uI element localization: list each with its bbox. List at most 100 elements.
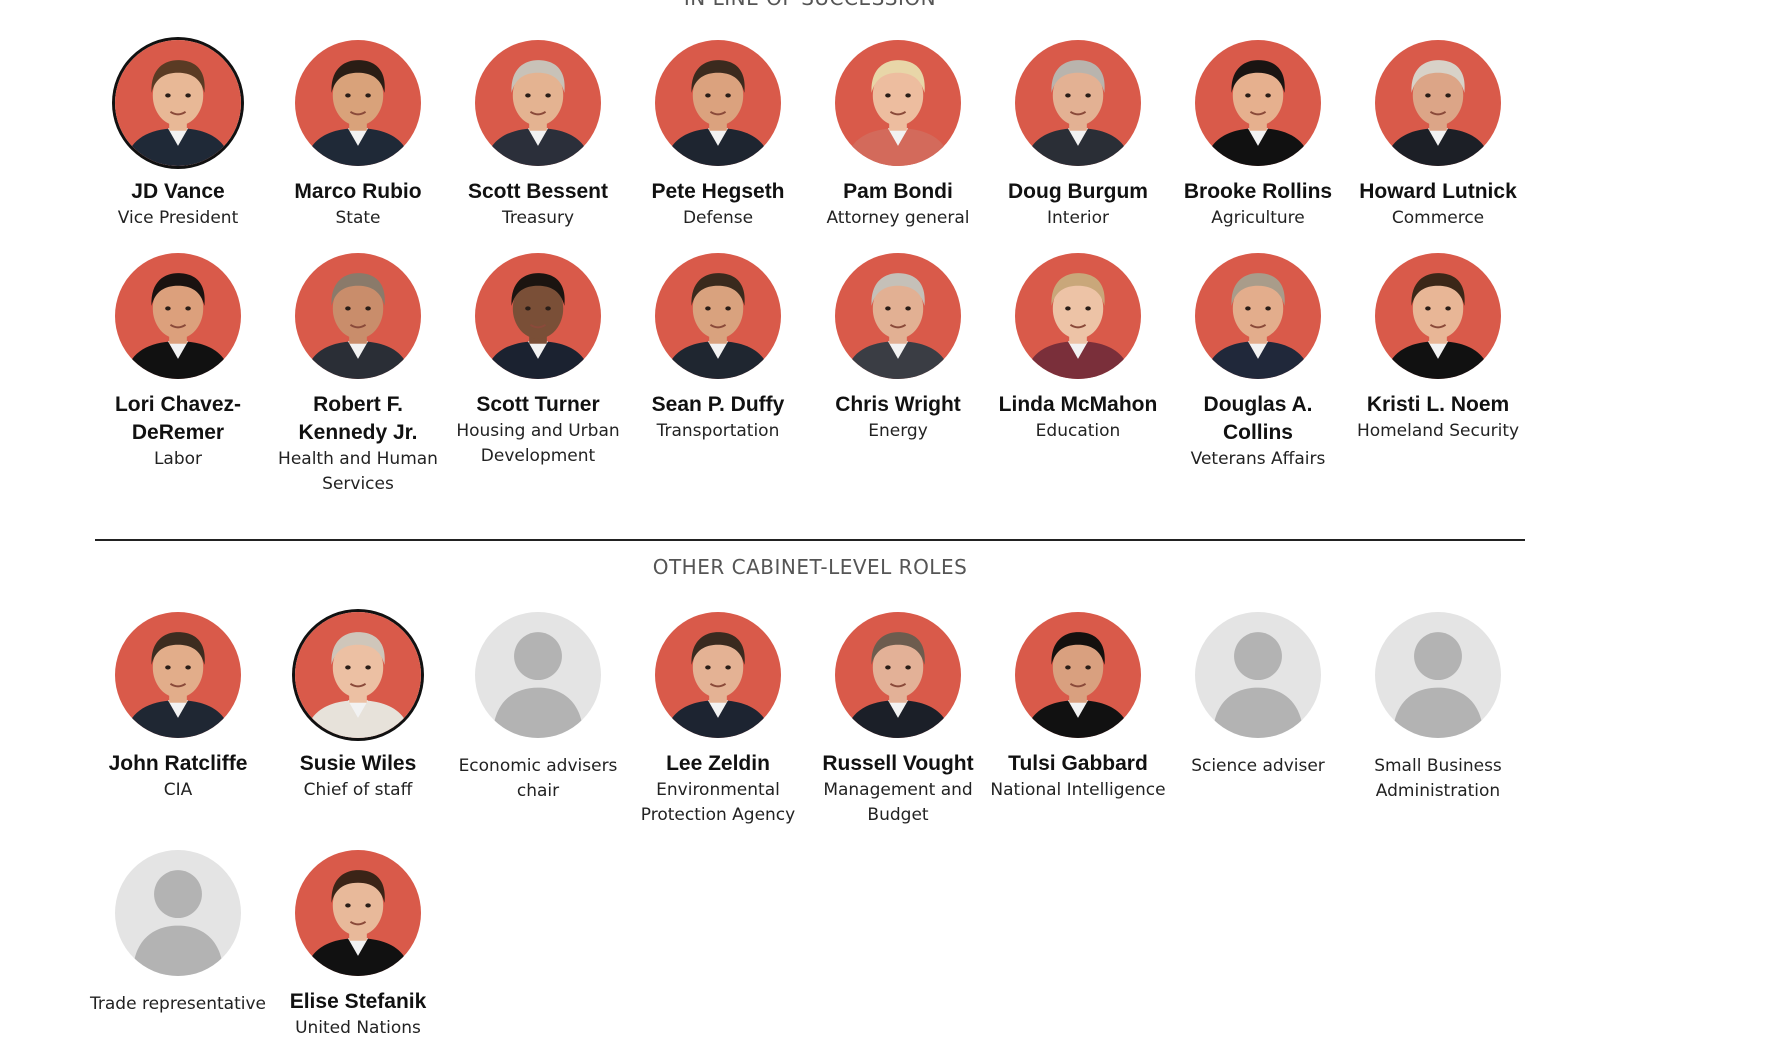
person-name: Marco Rubio: [294, 180, 422, 203]
person-role: United Nations: [295, 1018, 421, 1038]
section-divider: [95, 539, 1525, 541]
section-title-succession: IN LINE OF SUCCESSION: [95, 0, 1525, 10]
person-card-trade-representative[interactable]: Trade representative: [90, 850, 266, 1017]
person-name: Lee Zeldin: [666, 752, 770, 775]
portrait-photo: [475, 40, 601, 166]
placeholder-avatar-icon: [1195, 612, 1321, 738]
person-role: Economic advisers chair: [458, 756, 618, 801]
person-role: Trade representative: [90, 994, 266, 1014]
person-name: Pete Hegseth: [651, 180, 785, 203]
person-card-tulsi-gabbard[interactable]: Tulsi Gabbard National Intelligence: [990, 612, 1166, 803]
person-name: Scott Bessent: [467, 180, 609, 203]
portrait-photo: [1375, 253, 1501, 379]
portrait-photo: [295, 850, 421, 976]
person-card-robert-f-kennedy-jr[interactable]: Robert F. Kennedy Jr. Health and Human Se…: [270, 253, 446, 497]
person-name: Sean P. Duffy: [651, 393, 785, 416]
person-card-howard-lutnick[interactable]: Howard Lutnick Commerce: [1350, 40, 1526, 231]
person-card-marco-rubio[interactable]: Marco Rubio State: [270, 40, 446, 231]
portrait-photo: [1015, 40, 1141, 166]
person-name: Tulsi Gabbard: [1008, 752, 1148, 775]
person-role: Science adviser: [1191, 756, 1325, 776]
person-role: Environmental Protection Agency: [640, 780, 796, 825]
portrait-photo: [115, 612, 241, 738]
person-role: Interior: [1046, 208, 1109, 228]
portrait-photo: [835, 612, 961, 738]
person-card-pam-bondi[interactable]: Pam Bondi Attorney general: [810, 40, 986, 231]
person-card-science-adviser[interactable]: Science adviser: [1170, 612, 1346, 779]
person-name: JD Vance: [131, 180, 225, 203]
person-card-pete-hegseth[interactable]: Pete Hegseth Defense: [630, 40, 806, 231]
person-name: Brooke Rollins: [1183, 180, 1333, 203]
person-role: Homeland Security: [1356, 421, 1520, 441]
person-name: Doug Burgum: [1008, 180, 1148, 203]
person-name: Douglas A. Collins: [1203, 393, 1313, 444]
person-role: Small Business Administration: [1374, 756, 1502, 801]
person-role: Commerce: [1391, 208, 1485, 228]
portrait-photo: [835, 40, 961, 166]
person-name: John Ratcliffe: [108, 752, 248, 775]
person-card-russell-vought[interactable]: Russell Vought Management and Budget: [810, 612, 986, 828]
person-role: Agriculture: [1211, 208, 1305, 228]
person-role: Energy: [868, 421, 928, 441]
person-card-doug-burgum[interactable]: Doug Burgum Interior: [990, 40, 1166, 231]
person-role: Attorney general: [826, 208, 970, 228]
person-card-lori-chavez-deremer[interactable]: Lori Chavez-DeRemer Labor: [90, 253, 266, 472]
placeholder-avatar-icon: [475, 612, 601, 738]
person-card-economic-advisers-chair[interactable]: Economic advisers chair: [450, 612, 626, 804]
person-name: Russell Vought: [822, 752, 974, 775]
person-card-lee-zeldin[interactable]: Lee Zeldin Environmental Protection Agenc…: [630, 612, 806, 828]
person-card-brooke-rollins[interactable]: Brooke Rollins Agriculture: [1170, 40, 1346, 231]
person-role: Treasury: [501, 208, 575, 228]
person-name: Elise Stefanik: [289, 990, 427, 1013]
person-card-douglas-a-collins[interactable]: Douglas A. Collins Veterans Affairs: [1170, 253, 1346, 472]
person-card-scott-bessent[interactable]: Scott Bessent Treasury: [450, 40, 626, 231]
person-role: Chief of staff: [303, 780, 413, 800]
person-role: CIA: [163, 780, 193, 800]
person-card-jd-vance[interactable]: JD Vance Vice President: [90, 40, 266, 231]
section-title-other: OTHER CABINET-LEVEL ROLES: [652, 555, 968, 579]
person-role: National Intelligence: [990, 780, 1166, 800]
portrait-photo: [115, 40, 241, 166]
person-role: Defense: [682, 208, 754, 228]
portrait-photo: [1375, 40, 1501, 166]
person-name: Susie Wiles: [299, 752, 417, 775]
portrait-photo: [295, 612, 421, 738]
person-role: Vice President: [117, 208, 239, 228]
portrait-photo: [655, 612, 781, 738]
person-role: Housing and Urban Development: [456, 421, 620, 466]
portrait-photo: [475, 253, 601, 379]
person-card-linda-mcmahon[interactable]: Linda McMahon Education: [990, 253, 1166, 444]
person-role: Health and Human Services: [278, 449, 438, 494]
placeholder-avatar-icon: [115, 850, 241, 976]
person-card-elise-stefanik[interactable]: Elise Stefanik United Nations: [270, 850, 446, 1041]
person-role: Transportation: [656, 421, 780, 441]
person-card-kristi-l-noem[interactable]: Kristi L. Noem Homeland Security: [1350, 253, 1526, 444]
person-card-susie-wiles[interactable]: Susie Wiles Chief of staff: [270, 612, 446, 803]
person-card-john-ratcliffe[interactable]: John Ratcliffe CIA: [90, 612, 266, 803]
person-role: Veterans Affairs: [1190, 449, 1326, 469]
person-card-chris-wright[interactable]: Chris Wright Energy: [810, 253, 986, 444]
person-role: State: [335, 208, 381, 228]
portrait-photo: [835, 253, 961, 379]
person-name: Linda McMahon: [998, 393, 1158, 416]
person-name: Kristi L. Noem: [1366, 393, 1510, 416]
person-name: Chris Wright: [835, 393, 961, 416]
person-role: Management and Budget: [823, 780, 973, 825]
person-name: Scott Turner: [476, 393, 600, 416]
portrait-photo: [1195, 253, 1321, 379]
person-card-sean-p-duffy[interactable]: Sean P. Duffy Transportation: [630, 253, 806, 444]
placeholder-avatar-icon: [1375, 612, 1501, 738]
portrait-photo: [295, 253, 421, 379]
portrait-photo: [1015, 612, 1141, 738]
person-role: Labor: [153, 449, 203, 469]
portrait-photo: [295, 40, 421, 166]
person-name: Pam Bondi: [843, 180, 953, 203]
person-card-scott-turner[interactable]: Scott Turner Housing and Urban Developmen…: [450, 253, 626, 469]
person-name: Howard Lutnick: [1359, 180, 1517, 203]
portrait-photo: [1015, 253, 1141, 379]
person-card-small-business-administration[interactable]: Small Business Administration: [1350, 612, 1526, 804]
portrait-photo: [1195, 40, 1321, 166]
person-name: Robert F. Kennedy Jr.: [298, 393, 418, 444]
portrait-photo: [655, 253, 781, 379]
portrait-photo: [115, 253, 241, 379]
